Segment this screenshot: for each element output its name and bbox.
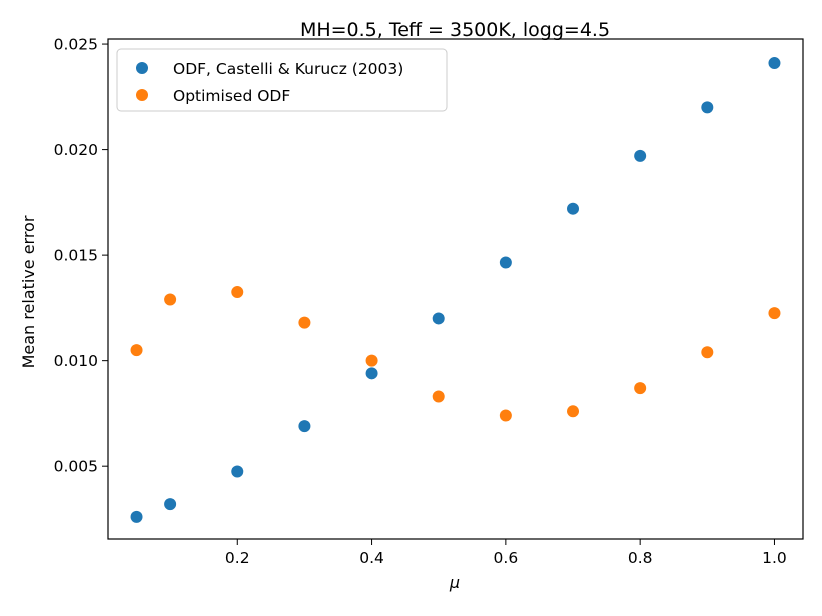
legend: ODF, Castelli & Kurucz (2003) Optimised … bbox=[116, 48, 448, 112]
point-castelli-kurucz bbox=[567, 202, 580, 215]
y-axis-ticks: 0.005 0.010 0.015 0.020 0.025 bbox=[54, 36, 108, 476]
point-optimised-odf bbox=[231, 286, 244, 299]
legend-label-castelli-kurucz: ODF, Castelli & Kurucz (2003) bbox=[173, 60, 403, 78]
x-axis-ticks: 0.2 0.4 0.6 0.8 1.0 bbox=[225, 539, 787, 567]
point-optimised-odf bbox=[432, 390, 445, 403]
point-castelli-kurucz bbox=[298, 420, 311, 433]
point-castelli-kurucz bbox=[432, 312, 445, 325]
x-axis-title: μ bbox=[449, 573, 460, 592]
point-castelli-kurucz bbox=[365, 367, 378, 380]
data-points bbox=[130, 57, 781, 523]
y-axis-title: Mean relative error bbox=[19, 215, 38, 368]
point-castelli-kurucz bbox=[130, 510, 143, 523]
legend-label-optimised-odf: Optimised ODF bbox=[173, 87, 290, 105]
point-castelli-kurucz bbox=[499, 256, 512, 269]
point-optimised-odf bbox=[130, 344, 143, 357]
legend-marker-castelli-kurucz bbox=[136, 62, 148, 74]
point-castelli-kurucz bbox=[701, 101, 714, 114]
x-tick-label: 0.4 bbox=[359, 549, 384, 567]
legend-box bbox=[116, 48, 448, 112]
x-tick-label: 0.8 bbox=[628, 549, 653, 567]
point-optimised-odf bbox=[768, 307, 781, 320]
point-optimised-odf bbox=[365, 354, 378, 367]
y-tick-label: 0.005 bbox=[54, 458, 98, 476]
x-tick-label: 1.0 bbox=[762, 549, 787, 567]
point-castelli-kurucz bbox=[768, 57, 781, 70]
point-castelli-kurucz bbox=[231, 465, 244, 478]
legend-marker-optimised-odf bbox=[136, 89, 148, 101]
point-optimised-odf bbox=[701, 346, 714, 359]
x-axis-label: μ bbox=[449, 573, 460, 592]
plot-area-frame bbox=[107, 38, 804, 540]
x-tick-label: 0.2 bbox=[225, 549, 250, 567]
y-tick-label: 0.025 bbox=[54, 36, 98, 54]
point-optimised-odf bbox=[567, 405, 580, 418]
point-optimised-odf bbox=[499, 409, 512, 422]
y-tick-label: 0.010 bbox=[54, 352, 98, 370]
y-tick-label: 0.015 bbox=[54, 247, 98, 265]
chart-title: MH=0.5, Teff = 3500K, logg=4.5 bbox=[300, 19, 610, 41]
y-tick-label: 0.020 bbox=[54, 141, 98, 159]
x-tick-label: 0.6 bbox=[494, 549, 519, 567]
point-optimised-odf bbox=[298, 316, 311, 329]
point-optimised-odf bbox=[634, 382, 647, 395]
point-castelli-kurucz bbox=[634, 149, 647, 162]
point-castelli-kurucz bbox=[164, 498, 177, 511]
point-optimised-odf bbox=[164, 293, 177, 306]
